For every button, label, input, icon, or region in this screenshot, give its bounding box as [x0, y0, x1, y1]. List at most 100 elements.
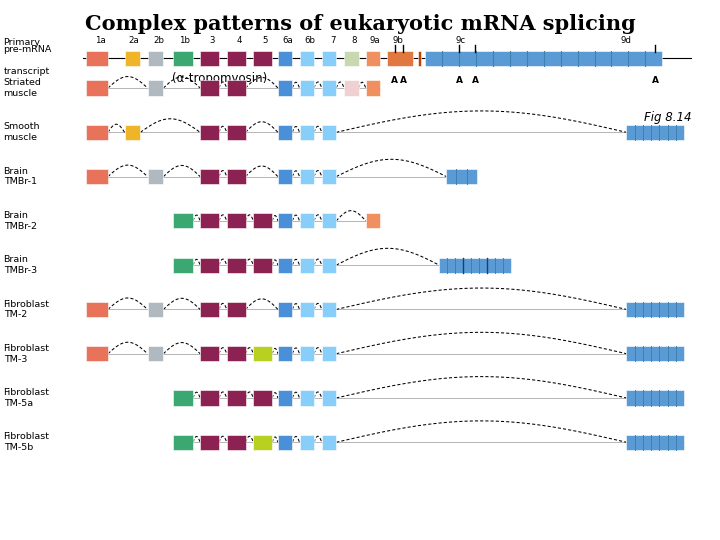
Text: Fig 8.14: Fig 8.14 [644, 111, 691, 124]
Bar [300, 435, 314, 450]
Text: 9b: 9b [392, 36, 404, 45]
Bar [626, 435, 684, 450]
Text: 5: 5 [262, 36, 268, 45]
Bar [626, 390, 684, 406]
Bar [227, 80, 246, 96]
Bar [366, 213, 380, 228]
Bar [227, 169, 246, 184]
Bar [200, 125, 219, 140]
Bar [300, 346, 314, 361]
Text: 4: 4 [236, 36, 242, 45]
Bar [253, 213, 272, 228]
Bar [278, 258, 292, 273]
Bar [86, 80, 108, 96]
Bar [278, 213, 292, 228]
Bar [200, 302, 219, 317]
Bar [626, 346, 684, 361]
Bar [227, 390, 246, 406]
Bar [344, 80, 359, 96]
Bar [200, 51, 219, 66]
Bar [253, 435, 272, 450]
Bar [173, 390, 193, 406]
Text: Fibroblast
TM-5a: Fibroblast TM-5a [4, 388, 50, 408]
Bar [253, 346, 272, 361]
Bar [227, 435, 246, 450]
Bar [322, 390, 336, 406]
Text: Striated
muscle: Striated muscle [4, 78, 42, 98]
Bar [300, 80, 314, 96]
Bar [300, 213, 314, 228]
Bar [125, 51, 140, 66]
Text: Complex patterns of eukaryotic mRNA splicing: Complex patterns of eukaryotic mRNA spli… [85, 14, 635, 33]
Bar [366, 51, 380, 66]
Text: 9a: 9a [370, 36, 380, 45]
Text: 8: 8 [351, 36, 357, 45]
Bar [86, 346, 108, 361]
Bar [125, 125, 140, 140]
Bar [278, 80, 292, 96]
Text: A: A [652, 76, 659, 85]
Bar [300, 125, 314, 140]
Bar [439, 258, 511, 273]
Bar [322, 258, 336, 273]
Text: 3: 3 [209, 36, 215, 45]
Text: A: A [456, 76, 463, 85]
Bar [322, 346, 336, 361]
Bar [446, 169, 477, 184]
Bar [626, 125, 684, 140]
Bar [173, 258, 193, 273]
Text: 1b: 1b [179, 36, 190, 45]
Bar [173, 51, 193, 66]
Bar [322, 125, 336, 140]
Text: transcript: transcript [4, 67, 50, 76]
Bar [626, 302, 684, 317]
Text: A: A [400, 76, 407, 85]
Text: A: A [472, 76, 479, 85]
Bar [278, 435, 292, 450]
Bar [86, 51, 108, 66]
Bar [227, 51, 246, 66]
Bar [300, 258, 314, 273]
Bar [253, 390, 272, 406]
Text: Brain
TMBr-1: Brain TMBr-1 [4, 167, 37, 186]
Bar [278, 390, 292, 406]
Text: 6b: 6b [305, 36, 316, 45]
Bar [344, 51, 359, 66]
Bar [200, 169, 219, 184]
Bar [148, 302, 163, 317]
Text: 2a: 2a [129, 36, 139, 45]
Bar [200, 435, 219, 450]
Text: 1a: 1a [96, 36, 106, 45]
Text: Fibroblast
TM-5b: Fibroblast TM-5b [4, 433, 50, 452]
Bar [86, 302, 108, 317]
Bar [300, 390, 314, 406]
Bar [200, 258, 219, 273]
Text: Primary: Primary [4, 38, 40, 46]
Bar [366, 80, 380, 96]
Bar [278, 302, 292, 317]
Bar [148, 346, 163, 361]
Bar [86, 169, 108, 184]
Bar [86, 125, 108, 140]
Bar [227, 302, 246, 317]
Text: 7: 7 [330, 36, 336, 45]
Text: (α-tropomyosin): (α-tropomyosin) [172, 72, 267, 85]
Text: pre-mRNA: pre-mRNA [4, 45, 52, 53]
Bar [227, 346, 246, 361]
Bar [148, 80, 163, 96]
Bar [418, 51, 421, 66]
Bar [322, 51, 336, 66]
Bar [278, 346, 292, 361]
Bar [278, 51, 292, 66]
Bar [253, 51, 272, 66]
Text: Smooth
muscle: Smooth muscle [4, 123, 40, 142]
Text: Brain
TMBr-3: Brain TMBr-3 [4, 255, 37, 275]
Bar [227, 213, 246, 228]
Bar [322, 213, 336, 228]
Bar [425, 51, 662, 66]
Text: 9d: 9d [621, 36, 632, 45]
Bar [300, 51, 314, 66]
Bar [322, 80, 336, 96]
Bar [253, 258, 272, 273]
Text: Brain
TMBr-2: Brain TMBr-2 [4, 211, 37, 231]
